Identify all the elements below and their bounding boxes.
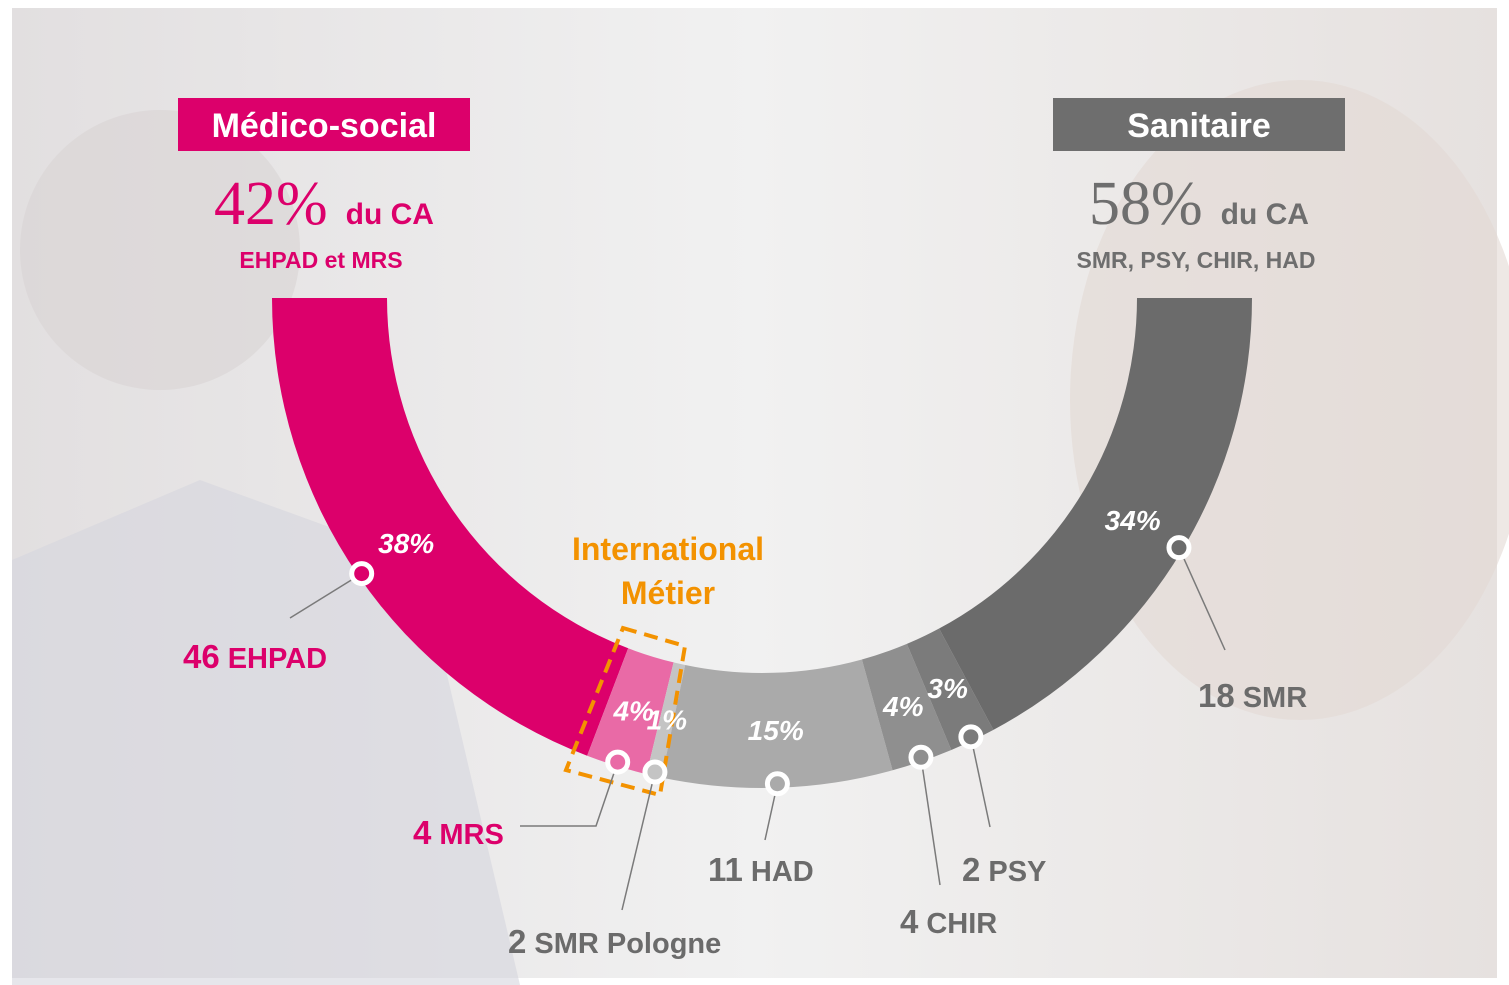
group-detail: EHPAD et MRS [239, 247, 402, 273]
marker [764, 771, 790, 797]
group-suffix: du CA [1221, 198, 1309, 231]
category: SMR Pologne [534, 928, 721, 960]
marker [958, 724, 984, 750]
count-label: 18 SMR [1198, 677, 1307, 714]
value-label: 4% [882, 691, 924, 722]
group-share: 42% [214, 170, 328, 238]
count: 18 [1198, 677, 1235, 714]
group-title: Sanitaire [1127, 107, 1271, 145]
group-box [1053, 98, 1345, 151]
segment [906, 628, 994, 750]
leader-line [621, 771, 656, 911]
category: CHIR [926, 908, 997, 940]
category: SMR [1243, 682, 1308, 714]
count: 11 [708, 851, 743, 888]
photo-shape [20, 110, 300, 390]
count-label: 2 PSY [962, 851, 1046, 888]
group-share-line: 58% du CA [1089, 170, 1309, 238]
count: 2 [962, 851, 980, 888]
segment [661, 659, 893, 788]
count-label: 4 MRS [413, 814, 504, 851]
count-label: 46 EHPAD [183, 638, 327, 675]
annotation-box [563, 625, 688, 798]
value-label: 38% [378, 528, 434, 559]
group-share: 58% [1089, 170, 1203, 238]
leader-line [970, 736, 991, 828]
segment [587, 648, 674, 775]
category: PSY [988, 856, 1046, 888]
value-label: 1% [647, 704, 688, 735]
marker [605, 749, 631, 775]
marker [349, 561, 375, 587]
segment [861, 643, 952, 771]
marker [908, 744, 934, 770]
count: 4 [900, 903, 919, 940]
count: 4 [413, 814, 432, 851]
value-label: 34% [1105, 505, 1161, 536]
leader-line [289, 572, 363, 619]
category: EHPAD [228, 643, 327, 675]
value-label: 4% [612, 696, 654, 727]
leader-line [1178, 547, 1226, 651]
leader-line [520, 761, 619, 827]
leader-line [920, 757, 941, 886]
group-box [178, 98, 470, 151]
category: MRS [439, 819, 503, 851]
annotation-text: International [572, 531, 764, 567]
count-label: 11 HAD [708, 851, 814, 888]
category: HAD [751, 856, 814, 888]
group-share-line: 42% du CA [214, 170, 434, 238]
group-suffix: du CA [346, 198, 434, 231]
marker [642, 759, 668, 785]
annotation-text: Métier [621, 575, 715, 611]
value-label: 3% [927, 673, 968, 704]
segment [272, 298, 629, 756]
value-label: 15% [748, 715, 804, 746]
segment [939, 298, 1252, 730]
count-label: 2 SMR Pologne [508, 923, 721, 960]
marker [1166, 535, 1192, 561]
group-detail: SMR, PSY, CHIR, HAD [1077, 247, 1316, 273]
group-title: Médico-social [212, 107, 437, 145]
count: 46 [183, 638, 220, 675]
count: 2 [508, 923, 526, 960]
count-label: 4 CHIR [900, 903, 997, 940]
